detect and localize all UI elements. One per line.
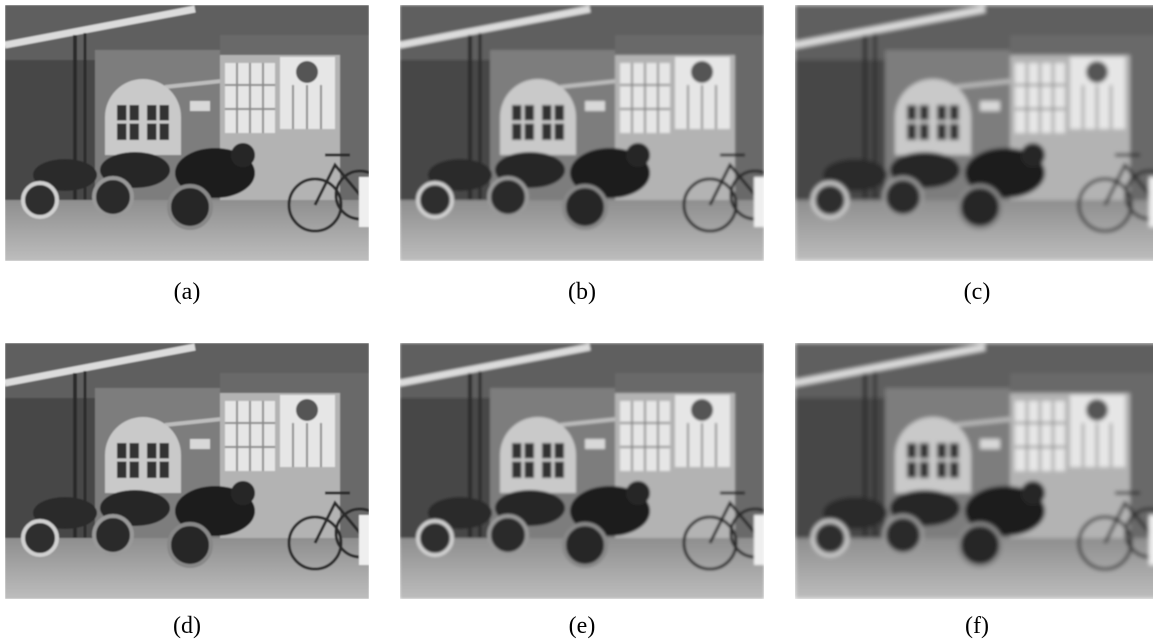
caption: (e) — [522, 612, 642, 640]
figure: (a) (b) (c) (d) (e) (f) (() => { const d… — [0, 0, 1153, 641]
photo — [400, 5, 764, 261]
photo — [5, 343, 369, 599]
caption: (c) — [917, 278, 1037, 306]
photo — [400, 343, 764, 599]
photo — [795, 343, 1153, 599]
caption: (d) — [127, 612, 247, 640]
caption: (f) — [917, 612, 1037, 640]
photo — [795, 5, 1153, 261]
photo — [5, 5, 369, 261]
caption: (b) — [522, 278, 642, 306]
caption: (a) — [127, 278, 247, 306]
